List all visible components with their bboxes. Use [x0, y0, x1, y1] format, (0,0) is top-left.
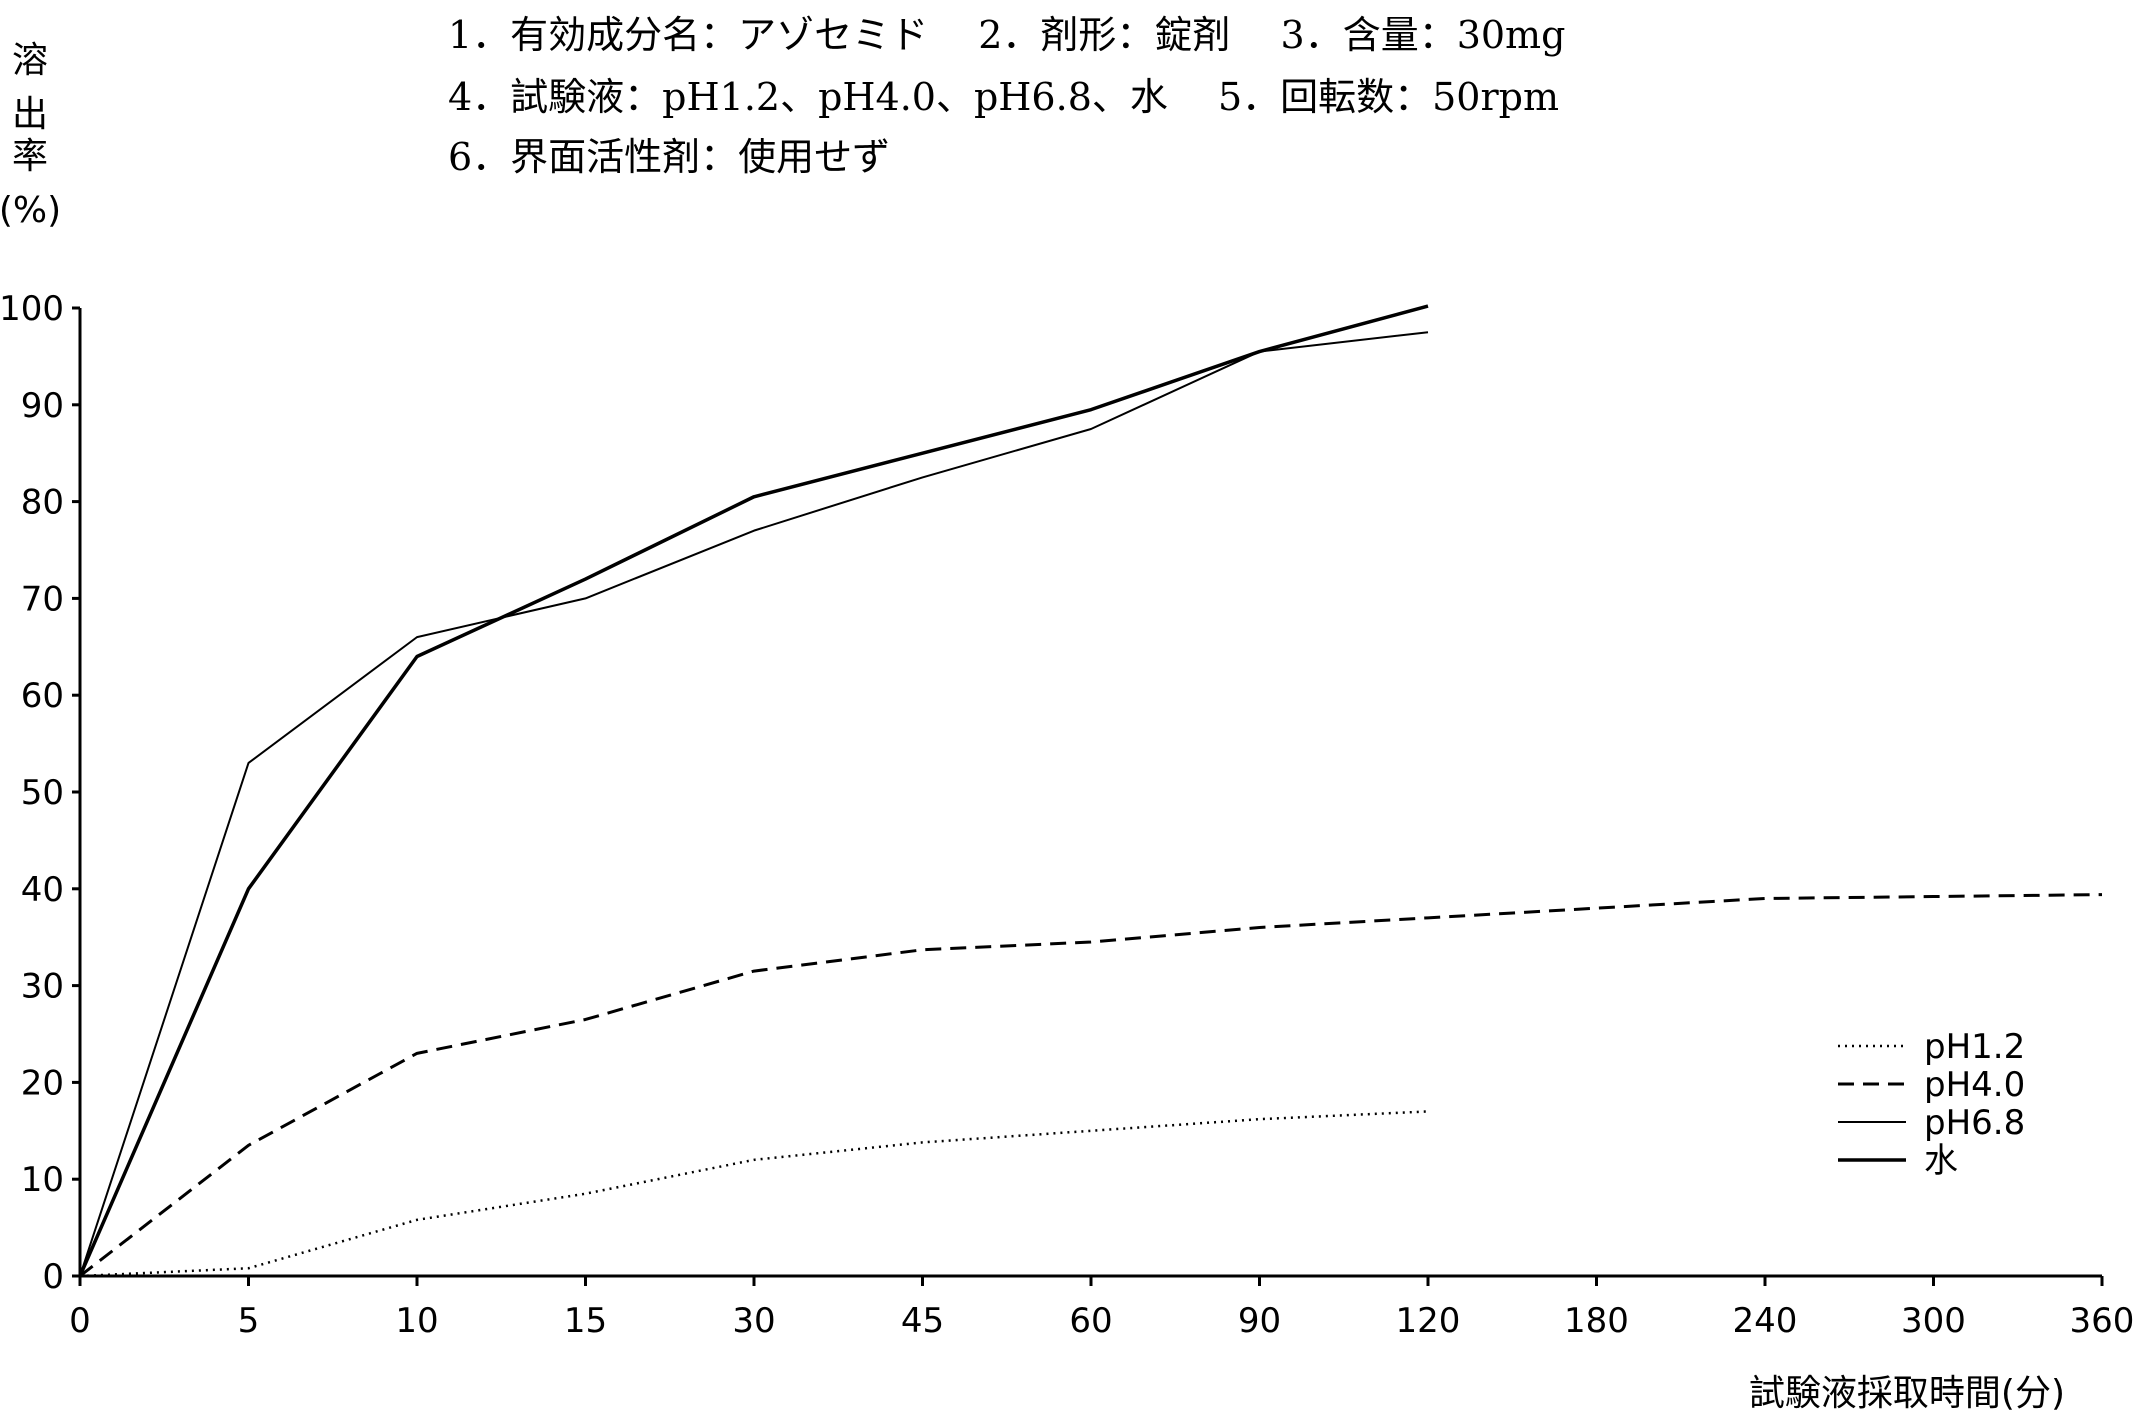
y-tick-label: 10 [21, 1160, 64, 1200]
x-tick-label: 360 [2070, 1301, 2135, 1341]
y-axis-title-char: (%) [0, 190, 61, 231]
legend-label-2: pH6.8 [1924, 1103, 2025, 1143]
y-tick-label: 0 [42, 1257, 64, 1297]
y-tick-label: 20 [21, 1063, 64, 1103]
x-tick-label: 30 [732, 1301, 775, 1341]
x-axis-title: 試験液採取時間(分) [1749, 1373, 2065, 1414]
y-tick-label: 60 [21, 676, 64, 716]
ticks: 0 10 20 30 40 50 60 70 80 90 100 0 5 10 15 30 45 60 90 120 1… [0, 289, 2134, 1341]
header-line-1: 1．有効成分名：アゾセミド 2．剤形：錠剤 3．含量：30mg [448, 13, 1566, 57]
y-axis-title-char: 出 [12, 94, 48, 135]
x-tick-label: 60 [1069, 1301, 1112, 1341]
header-line-3: 6．界面活性剤：使用せず [448, 135, 891, 179]
y-tick-label: 40 [21, 870, 64, 910]
series-line-0 [79, 1110, 1429, 1278]
header-line-2: 4．試験液：pH1.2、pH4.0、pH6.8、水 5．回転数：50rpm [448, 75, 1560, 119]
y-axis-title: 溶出率 (%) [0, 40, 61, 231]
x-tick-label: 10 [395, 1301, 438, 1341]
series-line-1 [79, 893, 2103, 1278]
y-tick-label: 50 [21, 773, 64, 813]
y-axis-title-char: 率 [12, 136, 48, 177]
x-tick-label: 15 [564, 1301, 607, 1341]
series-line-3 [78, 304, 1429, 1277]
legend-label-1: pH4.0 [1924, 1065, 2025, 1105]
x-tick-label: 300 [1901, 1301, 1966, 1341]
x-tick-label: 90 [1238, 1301, 1281, 1341]
legend-label-0: pH1.2 [1924, 1027, 2025, 1067]
legend-label-3: 水 [1924, 1141, 1958, 1181]
x-tick-label: 5 [238, 1301, 260, 1341]
x-tick-label: 240 [1733, 1301, 1798, 1341]
x-tick-label: 45 [901, 1301, 944, 1341]
y-tick-label: 100 [0, 289, 64, 329]
axes [78, 308, 2102, 1278]
x-tick-label: 180 [1564, 1301, 1629, 1341]
series-line-2 [79, 331, 1429, 1277]
y-axis-title-char: 溶 [12, 40, 48, 81]
y-tick-label: 30 [21, 967, 64, 1007]
x-tick-label: 120 [1396, 1301, 1461, 1341]
y-tick-label: 70 [21, 579, 64, 619]
series-lines [78, 304, 2103, 1278]
y-tick-label: 80 [21, 483, 64, 523]
x-tick-label: 0 [69, 1301, 91, 1341]
y-tick-label: 90 [21, 386, 64, 426]
